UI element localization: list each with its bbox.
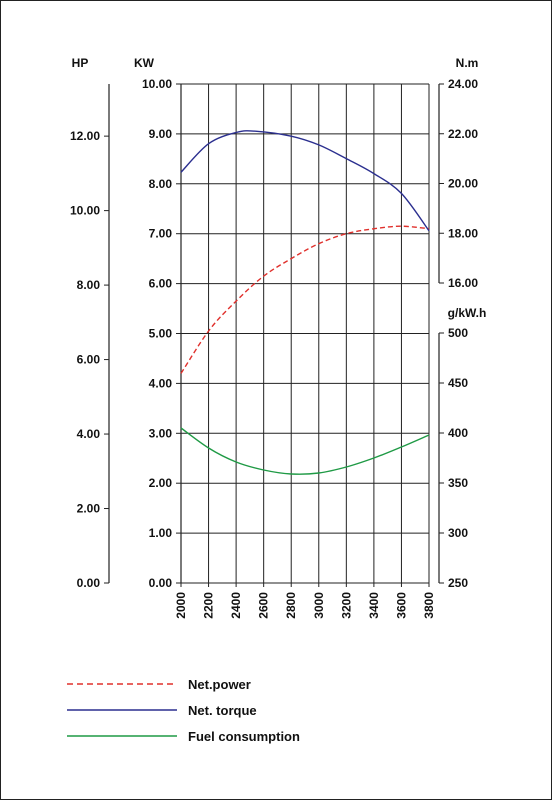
fuel-tick-label: 350	[448, 476, 468, 490]
x-tick-label: 2400	[229, 592, 243, 619]
series-line-3	[180, 427, 430, 475]
legend-label: Net.power	[188, 677, 251, 692]
kw-tick-label: 8.00	[149, 177, 173, 191]
hp-tick-label: 12.00	[70, 129, 100, 143]
torque-tick-label: 22.00	[448, 127, 478, 141]
axes: 0.00 2.00 4.00 6.00 8.00 10.00 12.00 HP 0.00 1.00…	[70, 56, 486, 619]
x-tick-label: 3600	[394, 592, 408, 619]
series-line-2	[180, 130, 430, 232]
series-lines	[180, 130, 430, 475]
hp-tick-label: 4.00	[77, 427, 101, 441]
x-tick-label: 2600	[257, 592, 271, 619]
torque-tick-label: 24.00	[448, 77, 478, 91]
grid	[180, 83, 430, 584]
x-tick-label: 2000	[174, 592, 188, 619]
fuel-tick-label: 450	[448, 376, 468, 390]
hp-tick-label: 0.00	[77, 576, 101, 590]
x-tick-label: 2200	[202, 592, 216, 619]
torque-axis-unit: N.m	[456, 56, 479, 70]
x-tick-label: 3200	[339, 592, 353, 619]
torque-tick-label: 18.00	[448, 226, 478, 240]
fuel-tick-label: 500	[448, 326, 468, 340]
hp-axis-unit: HP	[72, 56, 89, 70]
hp-tick-label: 8.00	[77, 278, 101, 292]
fuel-tick-label: 400	[448, 426, 468, 440]
torque-tick-label: 20.00	[448, 177, 478, 191]
fuel-axis-unit: g/kW.h	[448, 306, 487, 320]
kw-tick-label: 4.00	[149, 376, 173, 390]
kw-tick-label: 3.00	[149, 426, 173, 440]
legend: Net.power Net. torque Fuel consumption	[67, 677, 300, 744]
fuel-tick-label: 250	[448, 576, 468, 590]
hp-tick-label: 10.00	[70, 204, 100, 218]
x-tick-label: 3800	[422, 592, 436, 619]
x-tick-label: 3000	[312, 592, 326, 619]
hp-tick-label: 6.00	[77, 353, 101, 367]
kw-tick-label: 2.00	[149, 476, 173, 490]
kw-tick-label: 6.00	[149, 277, 173, 291]
kw-tick-label: 7.00	[149, 227, 173, 241]
x-tick-label: 2800	[284, 592, 298, 619]
series-line-1	[180, 225, 430, 374]
x-tick-label: 3400	[367, 592, 381, 619]
kw-tick-label: 9.00	[149, 127, 173, 141]
legend-label: Net. torque	[188, 703, 257, 718]
kw-tick-label: 10.00	[142, 77, 172, 91]
kw-axis-unit: KW	[134, 56, 155, 70]
kw-tick-label: 5.00	[149, 327, 173, 341]
fuel-tick-label: 300	[448, 526, 468, 540]
hp-tick-label: 2.00	[77, 502, 101, 516]
kw-tick-label: 1.00	[149, 526, 173, 540]
torque-tick-label: 16.00	[448, 276, 478, 290]
kw-tick-label: 0.00	[149, 576, 173, 590]
legend-label: Fuel consumption	[188, 729, 300, 744]
